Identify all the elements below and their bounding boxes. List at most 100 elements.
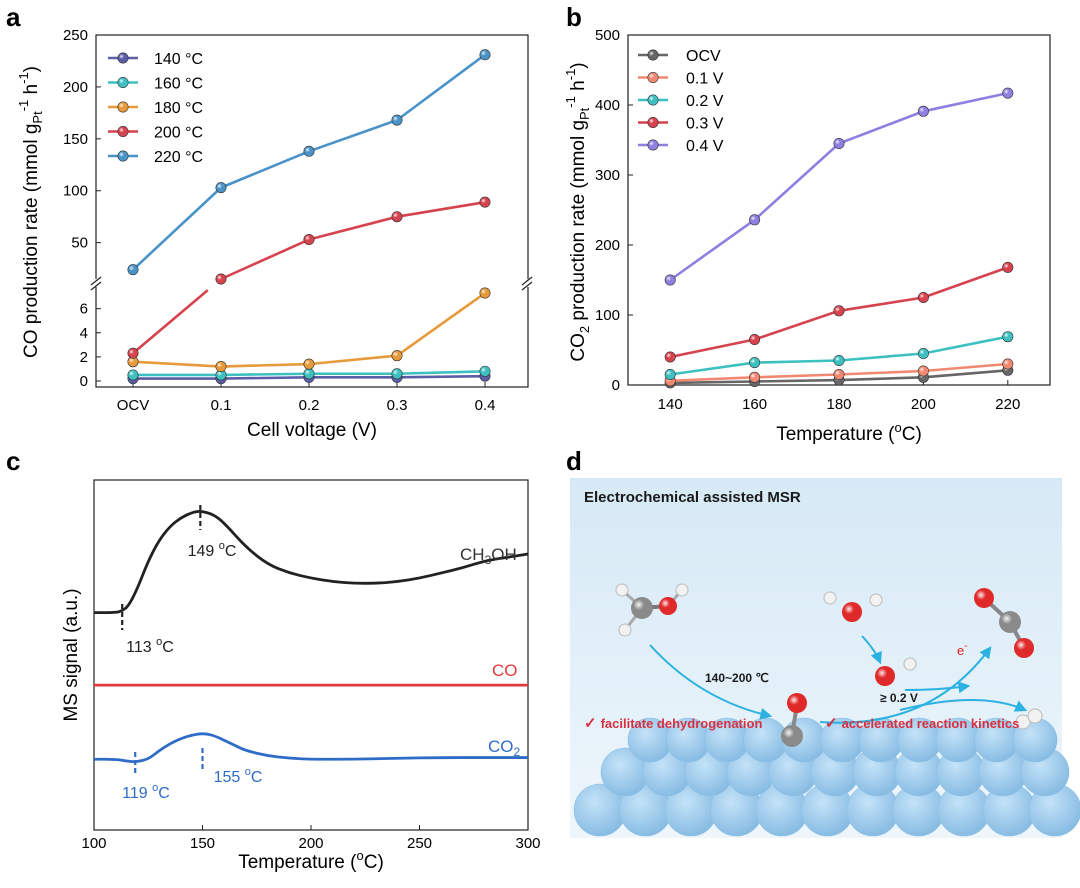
co2-label-pre: CO <box>488 737 514 756</box>
chart-b-point-shine <box>918 106 929 117</box>
chart-a-point-shine <box>479 49 491 60</box>
chart-a-legend-marker-shine <box>117 52 129 64</box>
chart-b-series-2 <box>664 331 1014 380</box>
chart-b-frame <box>627 34 1051 386</box>
chart-a-line-segment <box>220 238 310 281</box>
panel-label-c: c <box>6 446 20 476</box>
annotation-unit: C <box>225 543 237 560</box>
chart-a-break-mark-3 <box>521 281 533 291</box>
ch3oh-label-pre: CH <box>460 545 485 564</box>
water-molecule <box>823 591 883 622</box>
chart-b-legend-marker-shine <box>647 72 659 83</box>
chart-b-ytick-label: 400 <box>595 97 620 114</box>
annotation-degree: o <box>152 782 158 794</box>
chart-b-point-shine <box>665 369 676 380</box>
chart-a-legend-marker-shine <box>117 150 129 162</box>
chart-b-xtick-label: 220 <box>995 396 1020 413</box>
chart-c-xtick-label: 100 <box>81 835 106 852</box>
chart-b-legend-label: 0.4 V <box>686 138 724 155</box>
chart-a-legend-marker-shine <box>117 77 129 88</box>
chart-b-point-shine <box>833 355 845 366</box>
chart-b-point-shine <box>749 334 760 345</box>
chart-b-ylabel-sup2: -1 <box>563 69 578 81</box>
chart-b-point-shine <box>1002 331 1013 342</box>
chart-a-line-segment <box>132 360 222 368</box>
chart-a-line-segment <box>396 200 486 218</box>
chart-c-annotation-label-peak: 149 oC <box>188 540 237 560</box>
annotation-value: 149 <box>188 543 219 560</box>
ch3oh-series-label: CH3OH <box>460 545 517 567</box>
electron-label: e- <box>957 641 968 658</box>
chart-a: 50 100 150 200 250 0 2 4 6 OCV 0.1 0.2 0.3 0.4 140 °C… <box>16 27 534 441</box>
annotation-unit: C <box>251 769 263 786</box>
chart-a-ytick-label: 200 <box>63 79 88 96</box>
annotation-unit: C <box>158 785 170 802</box>
chart-a-legend-label: 140 °C <box>154 51 203 68</box>
chart-a-point-shine <box>391 114 403 126</box>
chart-b-xtick-label: 140 <box>658 396 683 413</box>
arrow-to-h2 <box>899 699 1028 712</box>
chart-a-point-shine <box>215 361 227 372</box>
chart-a-break-mark-0 <box>90 276 102 286</box>
chart-a-legend-label: 180 °C <box>154 100 203 117</box>
chart-a-point-shine <box>215 369 227 381</box>
co-series-label: CO <box>492 661 518 680</box>
arrow-to-co2 <box>819 646 992 724</box>
chart-a-legend-label: 200 °C <box>154 125 203 142</box>
chart-b-point-shine <box>665 351 676 363</box>
chart-c-xlabel-end: C) <box>364 852 384 873</box>
chart-a-line-segment <box>220 150 310 189</box>
chart-b-xlabel-end: C) <box>902 424 922 445</box>
chart-a-ylabel-end: ) <box>21 66 42 72</box>
chart-b-point-shine <box>1002 262 1013 273</box>
annotation-value: 113 <box>126 639 156 656</box>
chart-a-line-segment <box>308 215 398 241</box>
chart-b-ylabel-sub: Pt <box>577 107 592 120</box>
chart-a-axis-break-gap-left <box>90 279 102 287</box>
chart-a-legend-marker-shine <box>117 101 129 113</box>
chart-b-ylabel-sup1: -1 <box>563 96 578 108</box>
chart-c-line-ch3oh <box>94 510 529 615</box>
chart-b-legend-label: OCV <box>686 48 721 65</box>
electron-label-e: e <box>957 643 964 658</box>
chart-a-xtick-label: 0.3 <box>387 397 408 414</box>
check-mark-left: ✓ <box>584 715 597 732</box>
chart-b-point-shine <box>749 214 760 225</box>
chart-a-xtick-label: 0.1 <box>211 397 232 414</box>
electron-label-sup: - <box>964 641 967 652</box>
chart-a-ylabel-sup1: -1 <box>16 100 31 112</box>
chart-c-xtick-label: 250 <box>407 835 432 852</box>
chart-a-ytick-label: 6 <box>80 301 88 318</box>
chart-a-xtick-label: 0.2 <box>299 397 320 414</box>
chart-a-legend-marker-shine <box>117 126 129 137</box>
chart-a-series-2 <box>127 287 491 373</box>
chart-a-ytick-label: 100 <box>63 183 88 200</box>
chart-b-xtick-label: 180 <box>826 396 851 413</box>
schematic-d: Electrochemical assisted MSR <box>570 478 1080 838</box>
catalyst-surface <box>573 717 1080 837</box>
chart-a-line-segment <box>132 186 222 271</box>
check-mark-right: ✓ <box>825 715 838 732</box>
chart-b-point-shine <box>918 365 929 377</box>
chart-b-point-shine <box>833 369 845 380</box>
ch3oh-label-post: OH <box>491 545 517 564</box>
chart-a-point-shine <box>303 358 315 370</box>
chart-c-line-co2 <box>93 732 528 764</box>
chart-a-point-shine <box>127 356 139 367</box>
chart-a-ylabel-main: CO production rate (mmol g <box>21 124 42 358</box>
h2-product-molecule <box>1015 708 1043 730</box>
chart-b-point-shine <box>665 274 676 286</box>
annotation-value: 119 <box>122 785 152 802</box>
note-dehydrogenation: ✓ facilitate dehydrogenation <box>584 715 762 732</box>
annotation-degree: o <box>156 636 162 648</box>
chart-b-legend-label: 0.2 V <box>686 93 724 110</box>
chart-b-series-1 <box>664 358 1014 387</box>
chart-a-ylabel: CO production rate (mmol gPt-1 h-1) <box>16 66 45 358</box>
chart-a-point-shine <box>391 368 403 379</box>
chart-c-xlabel-main: Temperature ( <box>238 852 357 873</box>
chart-b-point-shine <box>749 372 760 383</box>
chart-a-xtick-label: 0.4 <box>475 397 496 414</box>
chart-b-legend-label: 0.3 V <box>686 116 724 133</box>
chart-a-ytick-label: 2 <box>80 349 88 366</box>
chart-a-ytick-label: 0 <box>80 373 88 390</box>
